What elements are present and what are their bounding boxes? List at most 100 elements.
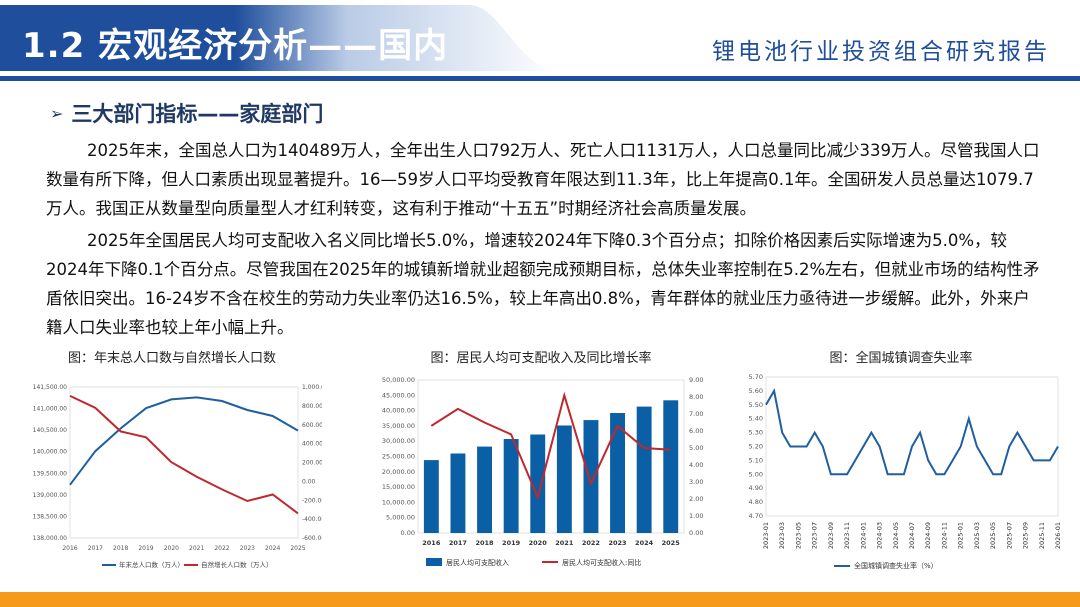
y-left-tick-label: 5,000.00: [386, 514, 415, 522]
y-left-tick-label: 140,000.00: [33, 449, 68, 456]
y-left-tick-label: 15,000.00: [382, 483, 415, 491]
x-tick-label: 2023: [240, 545, 255, 552]
y-tick-label: 5.00: [749, 470, 763, 478]
series-line-income-growth: [430, 391, 671, 501]
chart-unemployment: 图：全国城镇调查失业率 5.70 5.60 5.50 5.40 5.30 5.20 5.10…: [736, 347, 1066, 580]
bar: [477, 446, 492, 533]
x-tick-label: 2023-07: [811, 522, 819, 549]
bar: [556, 425, 572, 533]
y-tick-label: 5.20: [749, 443, 763, 451]
plot-frame: [417, 379, 685, 534]
bar: [450, 453, 466, 533]
x-tick-label: 2025-01: [957, 522, 965, 549]
section-heading: ➢ 三大部门指标——家庭部门: [50, 98, 323, 128]
bar: [583, 420, 599, 533]
y-tick-label: 4.70: [749, 512, 763, 520]
x-tick-label: 2016: [422, 539, 441, 547]
bar: [423, 460, 439, 533]
x-tick-label: 2021: [555, 539, 574, 547]
y-left-tick-label: 10,000.00: [382, 498, 415, 506]
chart-income: 图：居民人均可支配收入及同比增长率 50,000.00 45,000.00 40,0…: [366, 347, 716, 580]
y-tick-label: 5.10: [749, 456, 763, 464]
x-tick-label: 2017: [88, 545, 103, 552]
x-tick-label: 2023-05: [794, 522, 802, 549]
y-right-tick-label: 200.00: [302, 460, 322, 467]
chart-title: 图：全国城镇调查失业率: [829, 351, 973, 366]
y-left-tick-label: 45,000.00: [382, 391, 415, 399]
x-tick-label: 2019: [502, 539, 521, 547]
legend-label: 全国城镇调查失业率（%）: [854, 561, 938, 570]
section-title: 三大部门指标——家庭部门: [71, 102, 324, 126]
y-left-tick-label: 139,500.00: [33, 470, 68, 477]
y-right-tick-label: 3.00: [689, 478, 703, 486]
y-left-tick-label: 0.00: [401, 529, 415, 537]
y-tick-label: 5.40: [749, 415, 763, 423]
paragraph-income: 2025年全国居民人均可支配收入名义同比增长5.0%，增速较2024年下降0.3…: [46, 231, 1040, 337]
x-tick-label: 2024-11: [940, 522, 948, 549]
legend-label: 年末总人口数（万人）: [119, 560, 184, 569]
plot-frame: [69, 386, 299, 539]
legend-label: 居民人均可支配收入: [446, 558, 509, 567]
x-tick-label: 2023-11: [843, 522, 851, 549]
y-left-tick-label: 139,000.00: [33, 492, 68, 499]
y-tick-label: 5.50: [749, 401, 763, 409]
y-tick-label: 5.30: [749, 429, 763, 437]
x-tick-label: 2023: [608, 539, 626, 547]
x-tick-label: 2020: [164, 545, 179, 552]
chart-title: 图：年末总人口数与自然增长人口数: [67, 351, 276, 366]
paragraph-population: 2025年末，全国总人口为140489万人，全年出生人口792万人、死亡人口11…: [46, 141, 1040, 218]
y-right-tick-label: 7.00: [689, 410, 703, 418]
y-right-tick-label: 0.00: [302, 478, 316, 485]
x-tick-label: 2021: [189, 545, 204, 552]
series-line-unemployment: [765, 388, 1059, 476]
y-left-tick-label: 40,000.00: [382, 407, 415, 415]
legend-swatch: [426, 558, 442, 566]
y-left-tick-label: 141,000.00: [33, 406, 68, 413]
y-right-tick-label: 600.00: [302, 422, 322, 429]
x-tick-label: 2024-03: [876, 522, 884, 549]
x-tick-label: 2025-09: [1022, 522, 1030, 549]
series-line-population: [69, 396, 299, 486]
y-left-tick-label: 25,000.00: [382, 453, 415, 461]
x-tick-label: 2017: [449, 539, 467, 547]
x-tick-label: 2024-01: [859, 522, 867, 549]
x-tick-label: 2022: [582, 539, 600, 547]
y-tick-label: 4.80: [749, 498, 763, 506]
x-tick-label: 2025-07: [1005, 522, 1013, 549]
x-tick-label: 2022: [214, 545, 229, 552]
page-title: 1.2 宏观经济分析——国内: [22, 26, 449, 66]
bar: [503, 439, 519, 533]
report-title: 锂电池行业投资组合研究报告: [712, 39, 1050, 65]
y-right-tick-label: 5.00: [689, 444, 703, 452]
y-left-tick-label: 50,000.00: [382, 376, 415, 384]
x-tick-label: 2023-09: [827, 522, 835, 549]
y-tick-label: 5.60: [749, 387, 763, 395]
chart-income-plot: 50,000.00 45,000.00 40,000.00 35,000.00 30,0…: [382, 376, 704, 567]
x-tick-label: 2024-05: [892, 522, 900, 549]
series-line-natural-growth: [69, 394, 299, 515]
x-tick-label: 2018: [113, 545, 128, 552]
bar: [530, 434, 546, 533]
x-tick-label: 2018: [475, 539, 494, 547]
y-right-tick-label: 9.00: [689, 376, 703, 384]
bar: [610, 413, 625, 533]
x-tick-label: 2025-11: [1038, 522, 1046, 549]
y-right-tick-label: 1,000.00: [302, 384, 322, 391]
x-tick-label: 2024-07: [908, 522, 916, 549]
y-left-tick-label: 138,000.00: [33, 535, 68, 542]
y-right-tick-label: 6.00: [689, 427, 703, 435]
x-tick-label: 2016: [62, 545, 77, 552]
y-left-tick-label: 35,000.00: [382, 422, 415, 430]
x-tick-label: 2025: [662, 539, 681, 547]
x-tick-label: 2020: [529, 539, 548, 547]
x-tick-label: 2025-05: [989, 522, 997, 549]
chart-population: 图：年末总人口数与自然增长人口数 141,500.00 141,000.00 140…: [22, 347, 322, 580]
chart-title: 图：居民人均可支配收入及同比增长率: [430, 351, 652, 366]
bar: [663, 400, 679, 533]
y-left-tick-label: 140,500.00: [33, 427, 68, 434]
x-tick-label: 2024: [635, 539, 654, 547]
legend-label: 自然增长人口数（万人）: [201, 560, 273, 569]
y-left-tick-label: 30,000.00: [382, 437, 415, 445]
x-tick-label: 2024: [265, 545, 280, 552]
x-tick-label: 2023-01: [762, 522, 770, 549]
